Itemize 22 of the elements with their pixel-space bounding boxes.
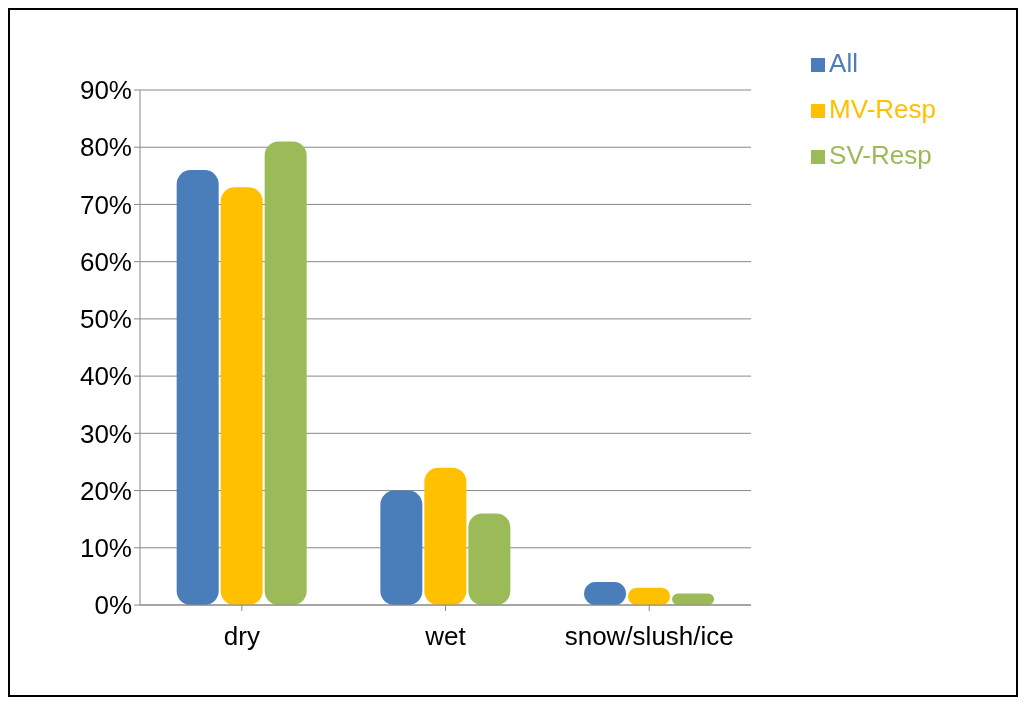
x-tick-label: snow/slush/ice: [564, 621, 734, 652]
y-tick-label: 70%: [79, 189, 132, 220]
y-tick-label: 20%: [79, 475, 132, 506]
bar: [380, 490, 423, 605]
legend-label: SV-Resp: [829, 140, 932, 170]
bar: [220, 187, 263, 605]
bar: [468, 513, 511, 605]
x-tick-label: dry: [223, 621, 260, 652]
y-tick-label: 10%: [79, 533, 132, 564]
y-tick-label: 80%: [79, 132, 132, 163]
x-tick-label: wet: [424, 621, 467, 652]
y-tick-label: 40%: [79, 361, 132, 392]
bar: [264, 141, 307, 605]
bar: [176, 170, 219, 605]
y-tick-label: 60%: [79, 246, 132, 277]
y-tick-label: 0%: [94, 590, 132, 621]
legend-label: All: [829, 48, 858, 78]
legend-label: MV-Resp: [829, 94, 936, 124]
y-tick-label: 30%: [79, 418, 132, 449]
y-tick-label: 50%: [79, 304, 132, 335]
bar: [424, 467, 467, 605]
y-tick-label: 90%: [79, 75, 132, 106]
